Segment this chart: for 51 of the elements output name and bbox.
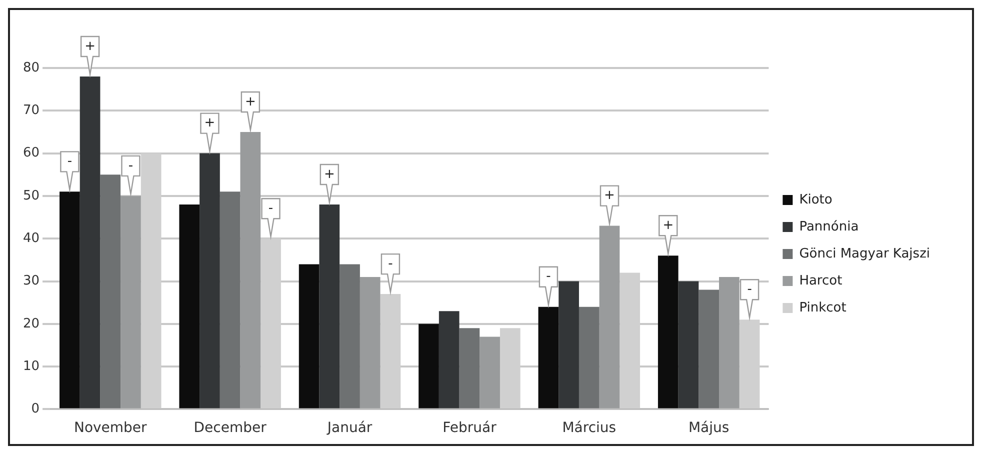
legend-label: Pannónia (799, 219, 859, 234)
legend-label: Kioto (799, 192, 832, 208)
bar (438, 311, 460, 408)
legend-label: Pinkcot (799, 300, 846, 316)
y-tick-label: 10 (22, 358, 40, 374)
y-tick-label: 80 (22, 60, 40, 76)
x-tick-label: November (74, 420, 148, 436)
bar (558, 281, 579, 408)
x-tick-label: Március (562, 420, 616, 436)
bar (480, 336, 500, 408)
bar (298, 264, 320, 408)
bar (140, 153, 162, 408)
data-label: - (546, 269, 552, 284)
bar (100, 174, 121, 408)
bar (620, 272, 640, 408)
x-tick-label: December (194, 420, 267, 436)
y-tick-label: 0 (31, 402, 40, 417)
data-label: - (268, 200, 274, 216)
chart-frame: Kioto Pannónia Gönci Magyar Kajszi Harcot Pinkcot November December Január Február Március Május 0 10 20 30 40 50 60 70 80 - - + + + + - + + - - - (8, 8, 974, 446)
y-tick-label: 30 (22, 274, 40, 289)
bar (719, 276, 740, 408)
bar (459, 328, 480, 408)
data-label: + (662, 218, 674, 234)
y-tick-label: 20 (22, 316, 40, 332)
data-label: - (67, 154, 72, 170)
bar (360, 276, 380, 408)
data-label: + (204, 116, 216, 131)
data-label: + (244, 94, 256, 110)
y-tick-label: 60 (22, 146, 40, 161)
y-tick-label: 50 (22, 188, 40, 204)
data-label: - (128, 158, 134, 174)
x-tick-label: Május (688, 420, 730, 436)
bar (179, 204, 200, 408)
legend-label: Harcot (799, 273, 842, 288)
bar (340, 264, 360, 408)
bar (418, 324, 439, 408)
data-label: + (84, 38, 96, 54)
bar (500, 328, 520, 408)
data-label: - (747, 282, 752, 298)
y-tick-label: 70 (22, 103, 40, 118)
data-label: + (604, 188, 615, 204)
data-label: + (324, 166, 335, 182)
x-tick-label: Február (442, 420, 497, 436)
bar (578, 306, 600, 408)
y-tick-label: 40 (22, 230, 40, 246)
legend-label: Gönci Magyar Kajszi (799, 246, 930, 262)
bar (678, 281, 699, 408)
bar (220, 192, 240, 408)
x-tick-label: Január (326, 420, 372, 436)
data-label: - (388, 256, 394, 272)
bar (698, 290, 720, 408)
